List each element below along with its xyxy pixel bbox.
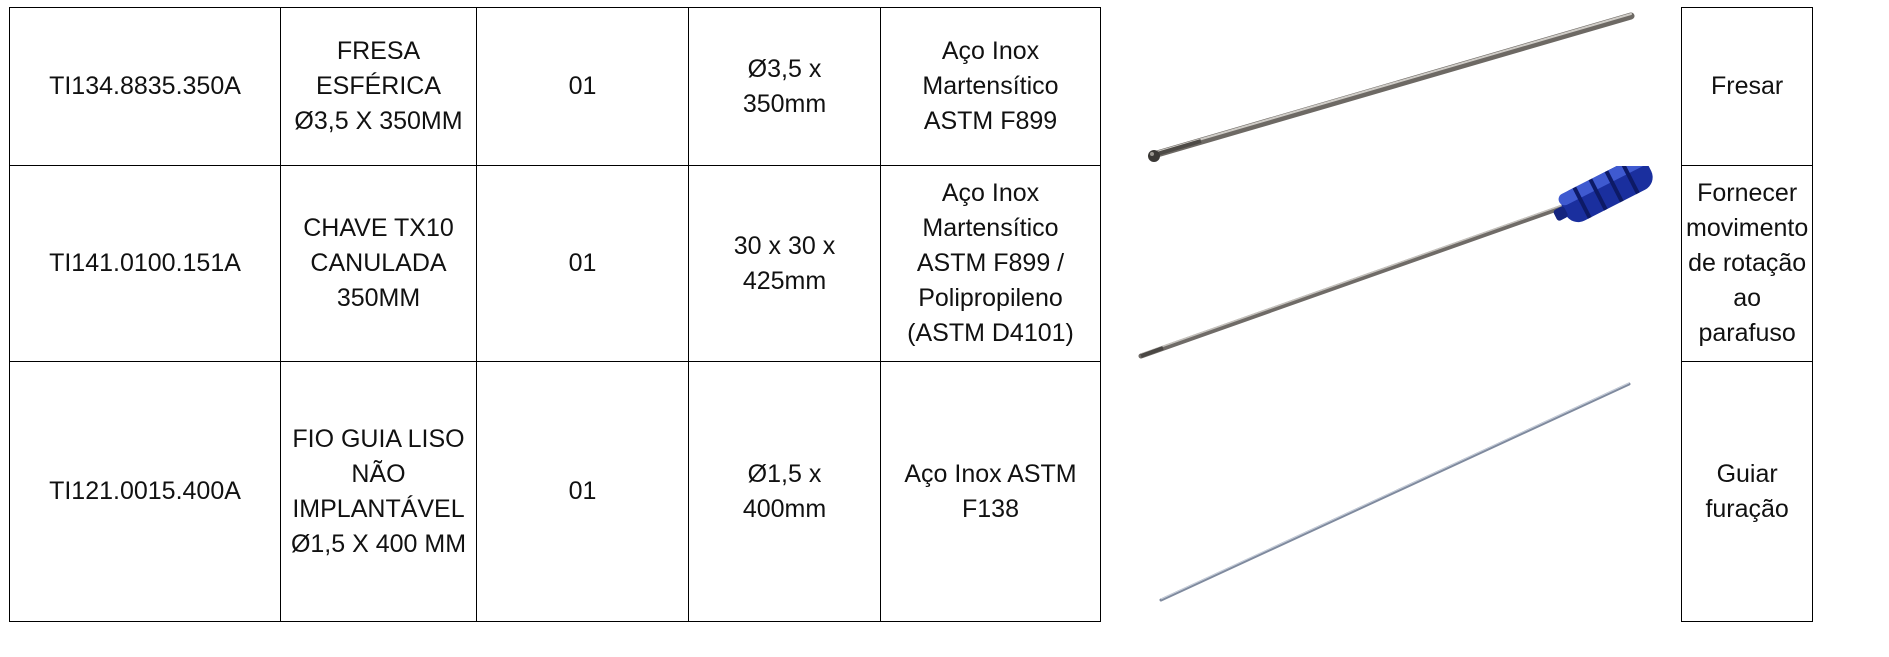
guide-wire-image [1101,362,1681,622]
material-cell: Aço Inox Martensítico ASTM F899 / Polipr… [881,166,1101,362]
function-cell: Fornecer movimento de rotação ao parafus… [1682,166,1813,362]
material-cell: Aço Inox Martensítico ASTM F899 [881,8,1101,166]
function-cell: Guiar furação [1682,362,1813,622]
description-cell: CHAVE TX10 CANULADA 350MM [281,166,477,362]
table-row: TI141.0100.151A CHAVE TX10 CANULADA 350M… [10,166,1813,362]
cannulated-screwdriver-image [1101,166,1681,362]
table-row: TI134.8835.350A FRESA ESFÉRICA Ø3,5 X 35… [10,8,1813,166]
dimensions-cell: 30 x 30 x 425mm [689,166,881,362]
description-cell: FRESA ESFÉRICA Ø3,5 X 350MM [281,8,477,166]
quantity-cell: 01 [477,362,689,622]
product-code-cell: TI141.0100.151A [10,166,281,362]
function-cell: Fresar [1682,8,1813,166]
table-row: TI121.0015.400A FIO GUIA LISO NÃO IMPLAN… [10,362,1813,622]
dimensions-cell: Ø3,5 x 350mm [689,8,881,166]
product-code-cell: TI121.0015.400A [10,362,281,622]
quantity-cell: 01 [477,166,689,362]
instrument-image-cell [1101,362,1682,622]
material-cell: Aço Inox ASTM F138 [881,362,1101,622]
dimensions-cell: Ø1,5 x 400mm [689,362,881,622]
quantity-cell: 01 [477,8,689,166]
description-cell: FIO GUIA LISO NÃO IMPLANTÁVEL Ø1,5 X 400… [281,362,477,622]
spherical-burr-image [1101,8,1681,166]
instrument-image-cell [1101,8,1682,166]
product-code-cell: TI134.8835.350A [10,8,281,166]
instrument-image-cell [1101,166,1682,362]
instrument-table: TI134.8835.350A FRESA ESFÉRICA Ø3,5 X 35… [9,7,1813,622]
